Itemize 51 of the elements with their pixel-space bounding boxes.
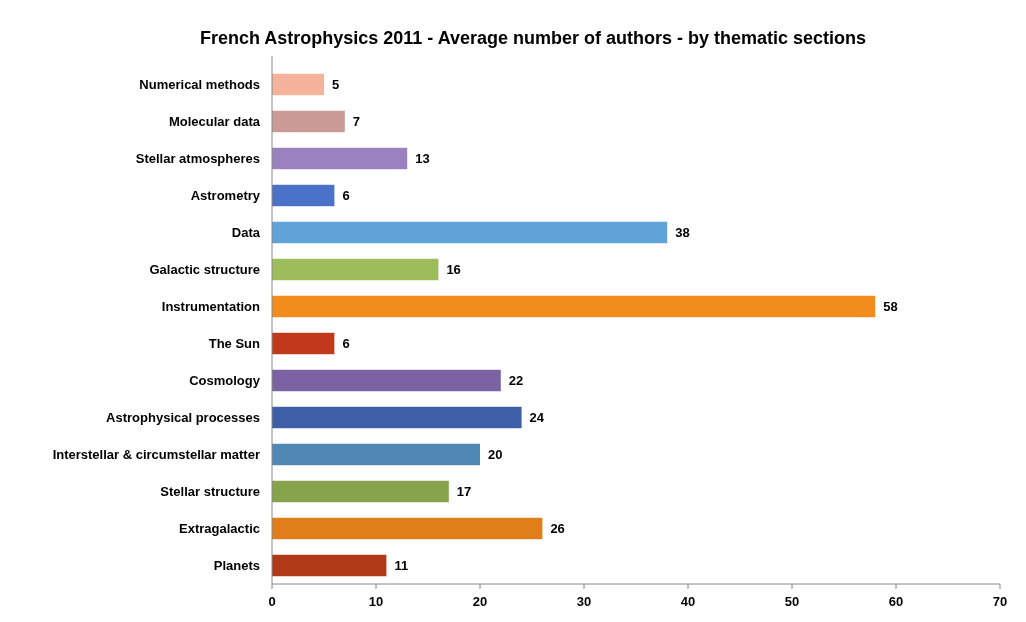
bar [272, 369, 501, 392]
bar [272, 73, 324, 96]
data-label: 20 [488, 447, 503, 463]
bar [272, 517, 543, 540]
data-label: 13 [415, 151, 430, 167]
y-tick-label: Astrophysical processes [106, 410, 260, 426]
x-tick-label: 30 [576, 594, 592, 609]
y-tick-label: Molecular data [168, 114, 261, 130]
data-label: 6 [342, 188, 350, 204]
data-label: 22 [508, 373, 524, 389]
bar [272, 110, 345, 133]
y-tick-label: Stellar atmospheres [135, 151, 260, 167]
x-tick-label: 10 [368, 594, 384, 609]
y-tick-label: Instrumentation [161, 299, 261, 315]
chart-title: French Astrophysics 2011 - Average number of authors - by thematic sections [199, 28, 867, 48]
y-tick-label: Planets [213, 558, 260, 574]
y-tick-label: Extragalactic [179, 521, 260, 537]
bar [272, 221, 668, 244]
bar [272, 406, 522, 429]
bar [272, 554, 387, 577]
x-tick-label: 50 [784, 594, 800, 609]
data-label: 26 [550, 521, 565, 537]
y-tick-label: Galactic structure [149, 262, 260, 278]
x-tick-label: 20 [472, 594, 488, 609]
bar [272, 443, 480, 466]
y-tick-label: Cosmology [189, 373, 261, 389]
data-label: 58 [883, 299, 898, 315]
x-tick-label: 40 [680, 594, 696, 609]
data-label: 5 [332, 77, 340, 93]
data-label: 11 [394, 558, 409, 574]
data-label: 38 [675, 225, 690, 241]
data-label: 17 [456, 484, 472, 500]
data-label: 16 [446, 262, 461, 278]
bar [272, 332, 335, 355]
y-tick-label: Numerical methods [139, 77, 260, 93]
data-label: 7 [352, 114, 361, 130]
bar [272, 258, 439, 281]
y-tick-label: Astrometry [190, 188, 261, 204]
bar [272, 480, 449, 503]
bar [272, 295, 876, 318]
x-tick-label: 0 [268, 594, 276, 609]
y-tick-label: Data [231, 225, 261, 241]
data-label: 6 [342, 336, 350, 352]
bar [272, 147, 408, 170]
y-tick-label: Stellar structure [160, 484, 260, 500]
y-tick-label: The Sun [208, 336, 261, 352]
data-label: 24 [529, 410, 545, 426]
bar [272, 184, 335, 207]
x-tick-label: 60 [888, 594, 904, 609]
x-tick-label: 70 [992, 594, 1008, 609]
y-tick-label: Interstellar & circumstellar matter [52, 447, 260, 463]
